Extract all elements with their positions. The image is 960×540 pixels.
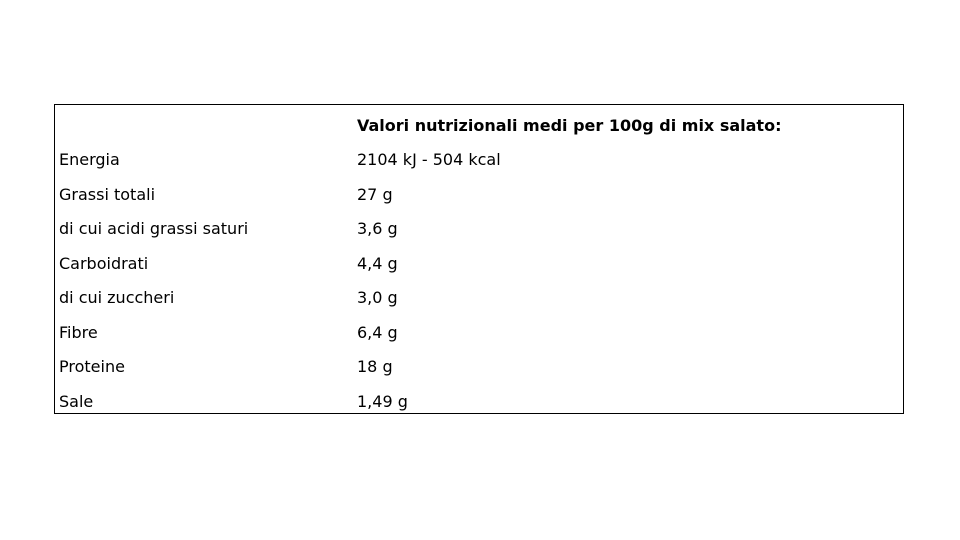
header-cell: Valori nutrizionali medi per 100g di mix… [357,116,782,135]
label-cell: Grassi totali [59,184,156,204]
label-cell: Sale [59,391,94,411]
label-cell: Fibre [59,322,98,342]
label-cell: Carboidrati [59,253,149,273]
value-cell: 3,6 g [357,219,398,238]
value-cell: 27 g [357,184,393,204]
value-cell: 6,4 g [357,322,398,342]
label-cell: Energia [59,150,120,169]
value-cell: 18 g [357,357,393,376]
value-cell: 3,0 g [357,288,398,307]
nutrition-table: Valori nutrizionali medi per 100g di mix… [54,104,904,414]
label-cell: di cui zuccheri [59,288,175,307]
value-cell: 2104 kJ - 504 kcal [357,150,501,169]
value-cell: 1,49 g [357,391,408,411]
value-cell: 4,4 g [357,253,398,273]
label-cell: di cui acidi grassi saturi [59,219,249,238]
label-cell: Proteine [59,357,125,376]
